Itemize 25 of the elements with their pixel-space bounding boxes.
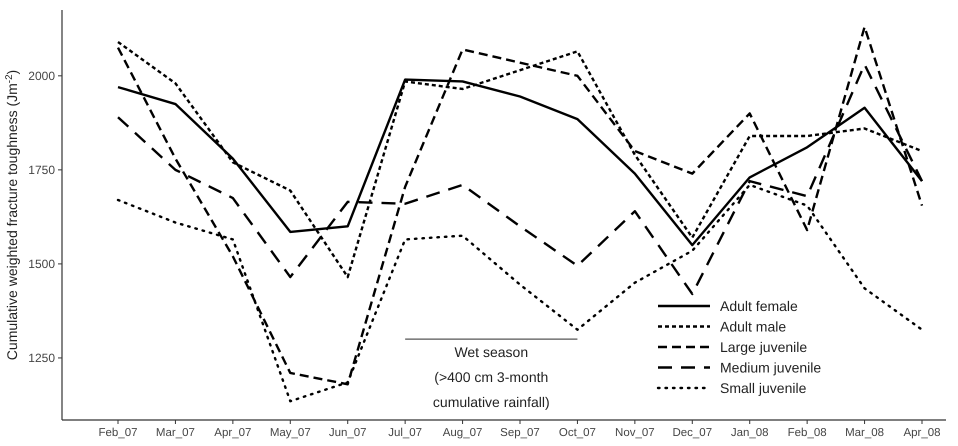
x-tick-label: Feb_07 bbox=[98, 427, 138, 439]
x-tick-label: Nov_07 bbox=[615, 427, 655, 439]
y-tick-label: 2000 bbox=[28, 69, 56, 84]
legend-label: Adult female bbox=[720, 298, 798, 314]
x-tick-label: May_07 bbox=[270, 427, 311, 439]
x-tick-label: Mar_07 bbox=[156, 427, 195, 439]
legend-label: Adult male bbox=[720, 318, 786, 334]
legend-label: Small juvenile bbox=[720, 380, 807, 396]
x-tick-label: Apr_07 bbox=[214, 427, 252, 439]
y-tick-label: 1250 bbox=[28, 351, 56, 366]
legend-label: Medium juvenile bbox=[720, 359, 822, 376]
x-tick-label: Apr_08 bbox=[903, 427, 941, 439]
x-tick-label: Oct_07 bbox=[558, 427, 596, 439]
x-tick-label: Mar_08 bbox=[845, 427, 884, 439]
y-tick-label: 1750 bbox=[28, 163, 56, 178]
legend-label: Large juvenile bbox=[720, 338, 808, 355]
x-tick-label: Dec_07 bbox=[672, 427, 712, 439]
x-tick-label: Feb_08 bbox=[788, 427, 827, 439]
x-tick-label: Jan_08 bbox=[730, 427, 769, 439]
x-tick-label: Jun_07 bbox=[328, 427, 367, 439]
x-tick-label: Jul_07 bbox=[388, 427, 422, 439]
x-tick-label: Aug_07 bbox=[442, 427, 482, 439]
y-tick-label: 1500 bbox=[28, 257, 56, 272]
annotation: Wet season (>400 cm 3-month cumulative rainfall) bbox=[432, 344, 550, 410]
x-tick-label: Sep_07 bbox=[500, 427, 540, 439]
